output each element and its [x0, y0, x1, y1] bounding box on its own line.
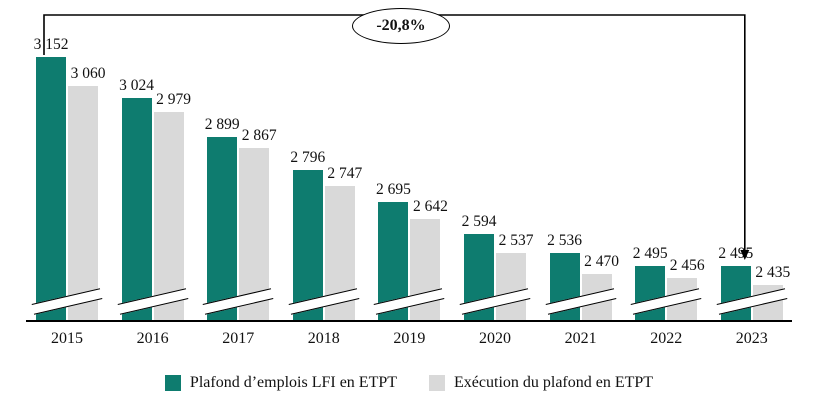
legend: Plafond d’emplois LFI en ETPT Exécution … — [0, 374, 818, 392]
x-tick-label: 2015 — [51, 330, 83, 347]
bar-value-label: 2 979 — [156, 91, 192, 109]
x-tick-label: 2017 — [222, 330, 255, 347]
bar-value-label: 2 796 — [290, 149, 326, 167]
bar-value-label: 2 495 — [718, 244, 754, 262]
bar-execution — [68, 86, 98, 320]
bar-value-label: 2 747 — [327, 164, 363, 182]
bar-value-label: 2 456 — [669, 257, 705, 275]
x-tick-label: 2018 — [307, 330, 340, 347]
x-tick-label: 2021 — [564, 330, 597, 347]
bar-value-label: 2 899 — [204, 116, 240, 134]
x-tick-label: 2020 — [479, 330, 511, 347]
bar-value-label: 2 642 — [412, 198, 448, 216]
x-tick-label: 2022 — [650, 330, 683, 347]
annotation-badge: -20,8% — [352, 8, 450, 44]
bar-value-label: 2 867 — [241, 126, 277, 144]
x-tick-label: 2016 — [136, 330, 169, 347]
bar-value-label: 2 435 — [755, 264, 791, 282]
legend-swatch-execution — [429, 375, 446, 391]
bar-plafond — [207, 137, 238, 320]
bar-value-label: 2 470 — [584, 252, 620, 270]
x-tick-label: 2023 — [735, 330, 768, 347]
bar-value-label: 3 024 — [119, 76, 155, 94]
bar-value-label: 2 537 — [498, 231, 534, 249]
bar-plafond — [36, 57, 66, 320]
bar-value-label: 2 536 — [547, 231, 583, 249]
bar-value-label: 3 152 — [33, 36, 69, 53]
x-axis-line — [26, 320, 792, 322]
bar-plafond — [121, 97, 152, 320]
bar-value-label: 2 495 — [632, 244, 668, 262]
annotation-label: -20,8% — [376, 17, 426, 34]
x-tick-label: 2019 — [393, 330, 426, 347]
legend-label-execution: Exécution du plafond en ETPT — [454, 374, 654, 391]
bar-execution — [496, 252, 526, 320]
legend-label-plafond: Plafond d’emplois LFI en ETPT — [189, 374, 398, 391]
legend-swatch-plafond — [164, 375, 181, 391]
bar-value-label: 2 695 — [375, 181, 411, 199]
bar-value-label: 2 594 — [461, 213, 497, 231]
bar-value-label: 3 060 — [70, 65, 106, 83]
